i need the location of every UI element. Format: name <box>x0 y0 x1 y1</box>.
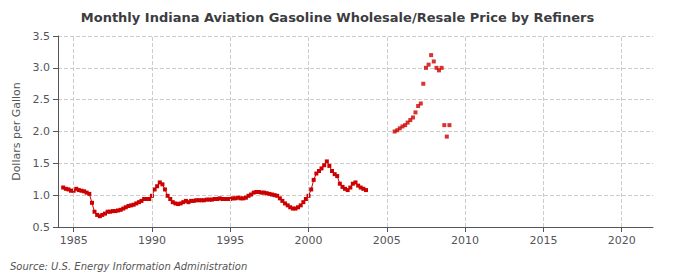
svg-text:2010: 2010 <box>451 234 479 247</box>
svg-text:2005: 2005 <box>373 234 401 247</box>
svg-text:2.5: 2.5 <box>33 93 51 106</box>
svg-text:3.5: 3.5 <box>33 30 51 43</box>
svg-text:2.0: 2.0 <box>33 125 51 138</box>
svg-text:Dollars per Gallon: Dollars per Gallon <box>10 82 23 181</box>
svg-text:3.0: 3.0 <box>33 61 51 74</box>
svg-text:2015: 2015 <box>529 234 557 247</box>
svg-text:1990: 1990 <box>138 234 166 247</box>
svg-text:2000: 2000 <box>295 234 323 247</box>
svg-text:1.0: 1.0 <box>33 189 51 202</box>
svg-text:2020: 2020 <box>608 234 636 247</box>
svg-text:1995: 1995 <box>216 234 244 247</box>
svg-text:0.5: 0.5 <box>33 221 51 234</box>
svg-text:Source: U.S. Energy Informatio: Source: U.S. Energy Information Administ… <box>10 261 247 272</box>
svg-text:Monthly Indiana Aviation Gasol: Monthly Indiana Aviation Gasoline Wholes… <box>81 10 595 25</box>
svg-text:1985: 1985 <box>60 234 88 247</box>
svg-text:1.5: 1.5 <box>33 157 51 170</box>
